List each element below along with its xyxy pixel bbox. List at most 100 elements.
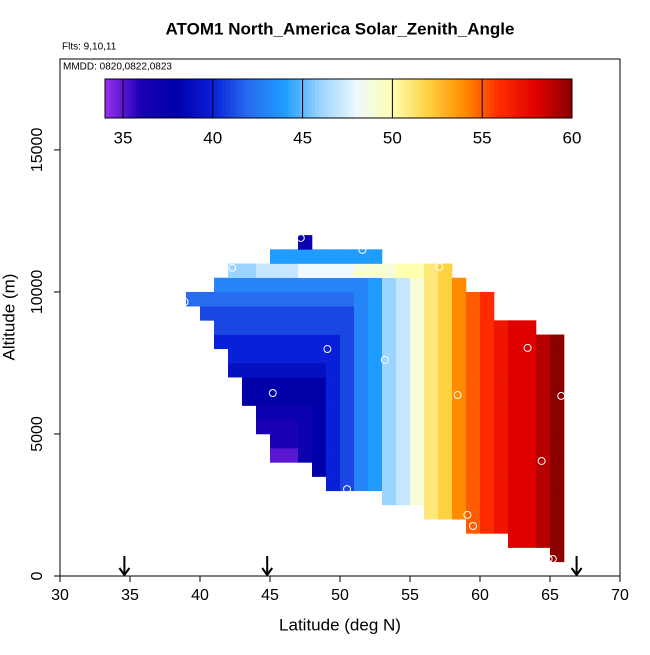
heatmap-cell bbox=[368, 249, 383, 264]
heatmap-cell bbox=[396, 462, 411, 477]
heatmap-cell bbox=[452, 405, 467, 421]
heatmap-cell bbox=[270, 433, 285, 449]
heatmap-cell bbox=[340, 448, 355, 463]
heatmap-cell bbox=[354, 362, 369, 378]
heatmap-cell bbox=[326, 448, 341, 463]
flight-point bbox=[557, 391, 566, 400]
colorbar-swatch bbox=[533, 79, 538, 118]
heatmap-cell bbox=[326, 277, 341, 293]
colorbar-swatch bbox=[229, 79, 234, 118]
heatmap-cell bbox=[270, 249, 285, 264]
colorbar-swatch bbox=[280, 79, 285, 118]
heatmap-cell bbox=[494, 462, 509, 477]
flight-point bbox=[380, 355, 389, 364]
colorbar-swatch bbox=[486, 79, 491, 118]
flight-point bbox=[537, 456, 546, 465]
heatmap-cell bbox=[270, 419, 285, 435]
heatmap-cell bbox=[508, 377, 523, 392]
heatmap-cell bbox=[536, 362, 551, 378]
heatmap-cell bbox=[452, 448, 467, 463]
colorbar-swatch bbox=[369, 79, 375, 118]
heatmap-cell bbox=[228, 362, 243, 378]
heatmap-cell bbox=[354, 377, 369, 392]
colorbar-swatch bbox=[505, 79, 511, 118]
heatmap-cell bbox=[480, 462, 495, 477]
heatmap-cell bbox=[396, 377, 411, 392]
heatmap-cell bbox=[312, 249, 327, 264]
colorbar-swatch bbox=[334, 79, 339, 118]
colorbar-swatch bbox=[217, 79, 223, 118]
heatmap-cell bbox=[424, 334, 439, 350]
heatmap-cell bbox=[256, 405, 271, 421]
heatmap-cell bbox=[340, 291, 355, 307]
heatmap-cell bbox=[480, 433, 495, 449]
heatmap-cell bbox=[368, 377, 383, 392]
heatmap-cell bbox=[228, 263, 243, 279]
heatmap-cell bbox=[368, 448, 383, 463]
colorbar-swatch bbox=[416, 79, 421, 118]
heatmap-cell bbox=[284, 249, 299, 264]
heatmap-cell bbox=[368, 462, 383, 477]
heatmap-cell bbox=[480, 377, 495, 392]
heatmap-cell bbox=[214, 277, 229, 293]
colorbar-swatch bbox=[307, 79, 312, 118]
heatmap-cell bbox=[466, 391, 481, 406]
heatmap-cell bbox=[438, 334, 453, 350]
colorbar-swatch bbox=[552, 79, 557, 118]
colorbar-swatch bbox=[264, 79, 269, 118]
heatmap-cell bbox=[242, 306, 257, 321]
heatmap-cell bbox=[550, 547, 565, 563]
colorbar-swatch bbox=[501, 79, 507, 118]
colorbar-swatch bbox=[357, 79, 363, 118]
heatmap-cell bbox=[354, 320, 369, 335]
arrow-head bbox=[118, 567, 131, 577]
heatmap-cell bbox=[466, 320, 481, 335]
heatmap-cell bbox=[550, 490, 565, 506]
flight-point bbox=[278, 481, 287, 490]
heatmap-cell bbox=[326, 306, 341, 321]
heatmap-cell bbox=[536, 504, 551, 520]
heatmap-cell bbox=[396, 320, 411, 335]
heatmap-cell bbox=[508, 391, 523, 406]
flight-point bbox=[453, 391, 462, 400]
heatmap-cell bbox=[466, 348, 481, 364]
heatmap-cell bbox=[368, 391, 383, 406]
heatmap-cell bbox=[382, 433, 397, 449]
heatmap-cell bbox=[466, 462, 481, 477]
arrow bbox=[261, 556, 274, 577]
heatmap-cell bbox=[354, 448, 369, 463]
heatmap-cell bbox=[284, 306, 299, 321]
flight-point bbox=[343, 485, 351, 494]
heatmap-cell bbox=[354, 419, 369, 435]
heatmap-cell bbox=[312, 462, 327, 477]
colorbar-swatch bbox=[256, 79, 262, 118]
colorbar-swatch bbox=[470, 79, 476, 118]
heatmap-cell bbox=[522, 504, 537, 520]
heatmap-cell bbox=[312, 448, 327, 463]
colorbar-swatch bbox=[303, 79, 308, 118]
colorbar-swatch bbox=[151, 79, 157, 118]
heatmap-cell bbox=[256, 334, 271, 350]
heatmap-cell bbox=[382, 462, 397, 477]
heatmap-cell bbox=[284, 291, 299, 307]
heatmap-cell bbox=[480, 419, 495, 435]
heatmap-cell bbox=[452, 277, 467, 293]
heatmap-cell bbox=[424, 476, 439, 492]
heatmap-cell bbox=[424, 377, 439, 392]
heatmap-cell bbox=[298, 249, 313, 264]
heatmap-cell bbox=[410, 462, 425, 477]
heatmap-cell bbox=[326, 348, 341, 364]
heatmap-cell bbox=[480, 362, 495, 378]
heatmap-cell bbox=[298, 405, 313, 421]
heatmap-cell bbox=[368, 291, 383, 307]
heatmap-cell bbox=[382, 490, 397, 506]
heatmap-cell bbox=[312, 320, 327, 335]
colorbar-swatch bbox=[143, 79, 149, 118]
heatmap-cell bbox=[466, 448, 481, 463]
colorbar-swatch bbox=[548, 79, 554, 118]
heatmap-cell bbox=[396, 362, 411, 378]
heatmap-cell bbox=[382, 362, 397, 378]
heatmap-cell bbox=[284, 377, 299, 392]
colorbar-tick-label: 60 bbox=[563, 128, 582, 147]
heatmap-cell bbox=[466, 334, 481, 350]
